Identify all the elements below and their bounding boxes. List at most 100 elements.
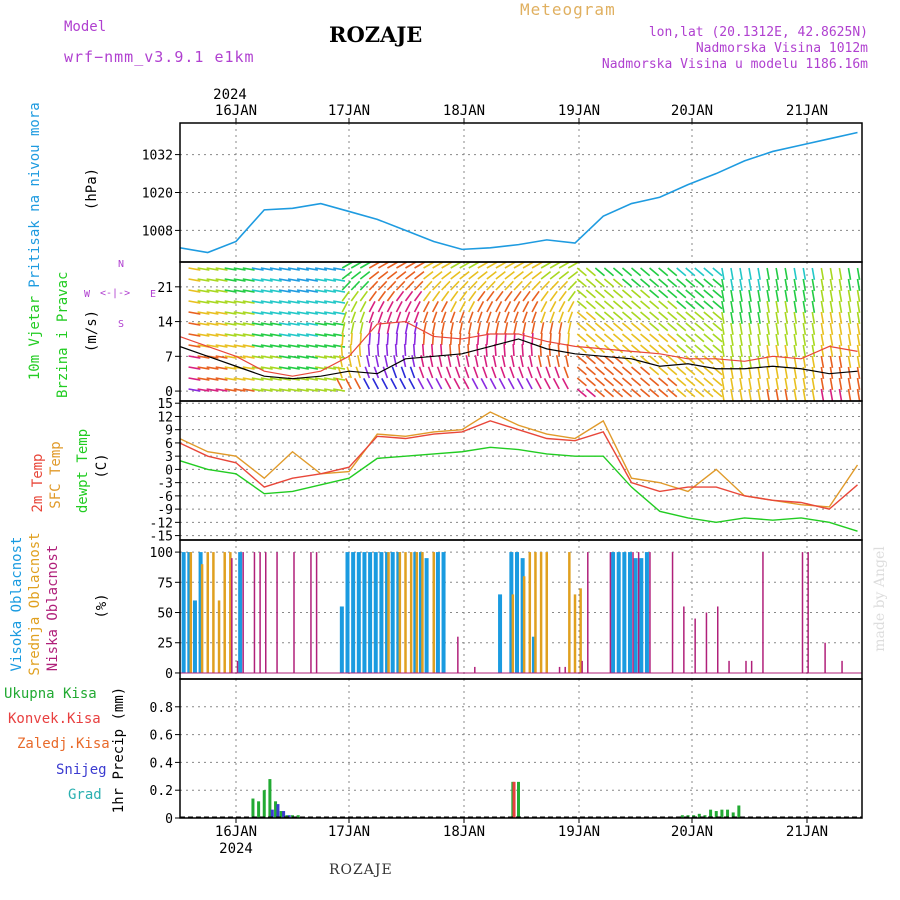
wind-barb	[730, 267, 734, 280]
wind-barb	[314, 344, 328, 348]
wind-barb	[287, 366, 300, 370]
wind-barb	[576, 267, 587, 277]
wind-barb	[558, 270, 570, 280]
wind-barb	[386, 322, 391, 335]
wind-barb	[766, 366, 770, 379]
wind-barb	[324, 366, 337, 370]
wind-barb	[730, 300, 734, 313]
wind-barb	[341, 332, 344, 346]
wind-barb	[793, 377, 798, 390]
wind-barb	[188, 344, 201, 348]
precip-bar	[512, 781, 516, 818]
precip-bar	[268, 779, 272, 818]
wind-barb	[233, 300, 246, 304]
wind-barb	[516, 378, 524, 390]
y-tick-label: 50	[157, 607, 173, 622]
wind-barb	[359, 322, 364, 335]
wind-barb	[422, 332, 426, 346]
wind-barb	[658, 333, 669, 343]
wind-barb	[350, 280, 361, 291]
wind-barb	[667, 300, 678, 310]
wind-barb	[333, 322, 346, 326]
wind-barb	[387, 262, 399, 269]
wind-barb	[784, 300, 789, 313]
wind-barb	[418, 366, 425, 379]
wind-barb	[197, 366, 210, 370]
wind-barb	[649, 311, 660, 321]
cloud-bar	[441, 552, 446, 673]
wind-barb	[757, 278, 761, 291]
wind-barb	[503, 343, 506, 357]
wind-barb	[278, 289, 291, 293]
wind-barb	[603, 388, 615, 398]
precip-bar	[867, 793, 870, 818]
wind-barb	[667, 344, 678, 354]
wind-barb	[621, 289, 633, 299]
wind-barb	[477, 311, 483, 324]
wind-barb	[667, 289, 678, 299]
wind-barb	[540, 270, 552, 280]
wind-barb	[386, 311, 393, 324]
wind-barb	[558, 301, 566, 313]
wind-barb	[802, 322, 807, 335]
wind-barb	[324, 300, 337, 304]
day-label-bottom: 17JAN	[328, 824, 370, 840]
wind-barb	[540, 322, 545, 335]
2m-temp-line	[180, 420, 858, 510]
wind-barb	[206, 289, 219, 293]
wind-barb	[441, 280, 451, 291]
wind-barb	[594, 333, 606, 343]
wind-barb	[585, 322, 597, 332]
cloud-bar	[276, 552, 278, 673]
wind-barb	[730, 355, 734, 368]
wind-barb	[802, 377, 807, 390]
wind-barb	[429, 355, 434, 368]
wind-barb	[422, 322, 427, 335]
wind-barb	[847, 355, 852, 368]
cloud-bar	[637, 552, 640, 673]
wind-barb	[287, 344, 300, 348]
wind-barb	[224, 322, 237, 326]
wind-barb	[188, 311, 201, 315]
wind-barb	[287, 388, 300, 392]
wind-barb	[712, 278, 723, 288]
wind-barb	[513, 322, 518, 335]
wind-barb	[414, 262, 426, 269]
wind-barb	[676, 322, 687, 332]
wind-barb	[603, 289, 615, 299]
cloud-bar	[432, 552, 435, 673]
wind-barb	[856, 388, 861, 401]
wind-barb	[522, 301, 530, 313]
cloud-bar	[531, 636, 536, 673]
wind-barb	[413, 301, 421, 313]
y-tick-label: 75	[157, 576, 173, 591]
wind-barb	[658, 355, 669, 365]
wind-barb	[377, 332, 381, 346]
wind-barb	[856, 377, 861, 390]
wind-barb	[296, 366, 309, 370]
wind-barb	[242, 388, 255, 392]
wind-barb	[507, 378, 515, 390]
wind-barb	[414, 270, 425, 280]
wind-barb	[658, 300, 669, 310]
wind-barb	[377, 301, 385, 313]
day-label-bottom: 21JAN	[786, 824, 828, 840]
wind-barb	[269, 311, 282, 315]
wind-barb	[793, 278, 798, 291]
wind-barb	[314, 333, 328, 337]
wind-barb	[739, 311, 743, 324]
cloud-bar	[181, 552, 186, 673]
cloud-bar	[242, 552, 244, 673]
wind-barb	[494, 343, 497, 357]
cloud-bar	[373, 552, 378, 673]
wind-barb	[242, 344, 255, 348]
wind-barb	[362, 378, 371, 390]
wind-barb	[269, 289, 282, 293]
wind-barb	[528, 355, 533, 368]
wind-barb	[612, 344, 624, 354]
wind-barb	[748, 377, 752, 390]
wind-barb	[188, 355, 201, 359]
wind-barb	[838, 267, 843, 280]
wind-barb	[278, 322, 291, 326]
wind-barb	[411, 355, 416, 368]
